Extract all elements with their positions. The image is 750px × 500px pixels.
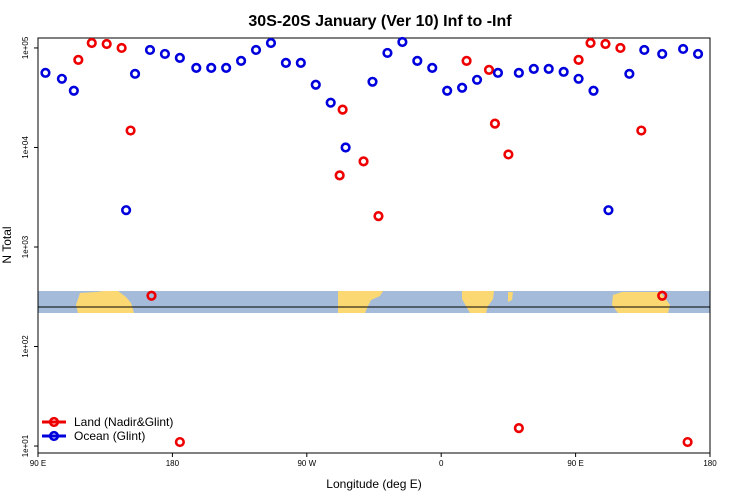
ocean-point <box>588 85 599 96</box>
ocean-point <box>457 82 468 93</box>
y-tick-label: 1e+02 <box>21 335 30 358</box>
ocean-point <box>427 62 438 73</box>
land-point <box>373 211 384 222</box>
x-tick-label: 180 <box>703 459 717 468</box>
ocean-point <box>221 62 232 73</box>
ocean-point <box>412 55 423 66</box>
ocean-point <box>528 63 539 74</box>
ocean-point <box>573 73 584 84</box>
ocean-point <box>295 57 306 68</box>
land-point <box>483 64 495 75</box>
island-madagascar <box>508 292 513 302</box>
land-point <box>682 436 693 448</box>
legend-label-land: Land (Nadir&Glint) <box>74 415 173 429</box>
x-axis: 90 E 180 90 W 0 90 E 180 <box>30 453 717 468</box>
ocean-point <box>603 205 614 216</box>
ocean-point <box>492 67 504 78</box>
ocean-point <box>68 85 79 96</box>
y-axis-label: N Total <box>0 226 14 263</box>
ocean-point <box>657 48 668 60</box>
ocean-point <box>235 55 247 66</box>
land-point <box>101 38 112 50</box>
x-tick-label: 90 E <box>30 459 46 468</box>
land-point <box>358 156 369 167</box>
ocean-point <box>129 68 141 79</box>
ocean-point <box>678 43 689 55</box>
legend: Land (Nadir&Glint) Ocean (Glint) <box>42 415 173 443</box>
ocean-point <box>624 68 635 79</box>
land-point <box>657 290 668 301</box>
land-point <box>513 423 524 434</box>
ocean-point <box>265 37 277 49</box>
land-point <box>600 38 611 50</box>
land-point <box>489 118 501 129</box>
x-tick-label: 180 <box>166 459 180 468</box>
ocean-point <box>442 85 453 96</box>
plot-frame <box>37 37 711 454</box>
ocean-point <box>340 142 351 153</box>
land-point <box>86 37 97 49</box>
ocean-point <box>121 205 132 216</box>
x-axis-label: Longitude (deg E) <box>326 477 421 491</box>
ocean-point <box>191 62 202 73</box>
x-tick-label: 0 <box>439 459 444 468</box>
land-point <box>573 54 584 65</box>
y-tick-label: 1e+03 <box>21 235 30 258</box>
land-point <box>636 125 647 136</box>
land-point <box>503 149 514 160</box>
ocean-point <box>513 67 524 78</box>
land-point <box>585 37 596 49</box>
map-band <box>38 291 710 313</box>
ocean-point <box>280 57 291 68</box>
y-axis: 1e+01 1e+02 1e+03 1e+04 1e+05 <box>21 36 38 457</box>
legend-label-ocean: Ocean (Glint) <box>74 429 145 443</box>
land-point <box>334 170 345 181</box>
land-point <box>125 125 136 136</box>
x-tick-label: 90 W <box>297 459 316 468</box>
ocean-point <box>56 73 67 84</box>
ocean-point <box>543 63 554 74</box>
legend-item-ocean: Ocean (Glint) <box>42 429 145 443</box>
ocean-point <box>397 36 408 48</box>
legend-ocean-marker <box>48 430 60 442</box>
ocean-point <box>367 76 378 87</box>
ocean-point <box>692 48 704 60</box>
ocean-point <box>325 97 336 108</box>
chart-title: 30S-20S January (Ver 10) Inf to -Inf <box>248 13 512 30</box>
legend-item-land: Land (Nadir&Glint) <box>42 415 173 429</box>
y-tick-label: 1e+01 <box>21 434 30 457</box>
ocean-point <box>144 44 156 56</box>
ocean-point <box>40 67 51 78</box>
land-point <box>615 42 626 54</box>
land-point <box>146 290 157 301</box>
ocean-point <box>639 44 650 56</box>
land-point <box>116 42 127 54</box>
ocean-point <box>174 52 185 64</box>
ocean-point <box>159 48 171 60</box>
continent-africa-repeat <box>612 292 670 313</box>
ocean-point <box>558 66 569 77</box>
land-point <box>73 54 84 65</box>
ocean-point <box>250 44 262 56</box>
x-tick-label: 90 E <box>567 459 583 468</box>
ocean-point <box>310 79 321 90</box>
legend-land-marker <box>48 416 60 428</box>
land-point <box>337 104 348 115</box>
data-points <box>40 36 704 448</box>
land-point <box>461 55 472 66</box>
ocean-point <box>382 47 393 59</box>
ocean-point <box>206 62 217 73</box>
land-point <box>174 436 185 448</box>
y-tick-label: 1e+04 <box>21 136 30 159</box>
y-tick-label: 1e+05 <box>21 36 30 59</box>
ocean-point <box>471 74 483 85</box>
